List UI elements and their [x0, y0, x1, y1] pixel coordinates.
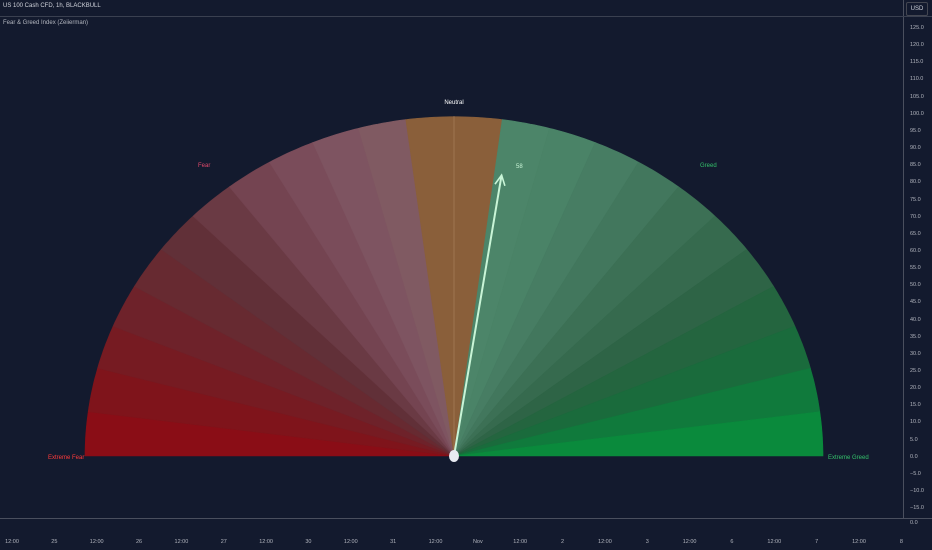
time-label: 12:00: [259, 539, 273, 545]
price-tick: 90.0: [910, 145, 921, 152]
price-tick: 95.0: [910, 127, 921, 134]
gauge-segment: [453, 161, 680, 457]
gauge-segment: [269, 142, 455, 457]
gauge-segment: [453, 127, 596, 457]
gauge-segment: [453, 325, 811, 457]
time-label: 12:00: [174, 539, 189, 545]
gauge-segment: [453, 411, 824, 457]
gauge-segment: [453, 186, 716, 457]
price-tick: 0.0: [910, 453, 918, 460]
price-tick: −10.0: [910, 488, 924, 495]
price-tick: 15.0: [910, 402, 921, 409]
price-scale-lower-tick: 0.0: [910, 520, 918, 526]
indicator-legend[interactable]: Fear & Greed Index (Zeiierman): [3, 20, 89, 26]
time-label: 12:00: [682, 539, 697, 545]
currency-button[interactable]: USD: [906, 2, 928, 16]
gauge-segment: [453, 142, 639, 457]
time-label: 31: [390, 539, 397, 545]
time-label: 6: [730, 539, 734, 545]
price-tick: 60.0: [910, 247, 921, 254]
time-label: 2: [561, 539, 565, 545]
price-tick: 20.0: [910, 385, 921, 392]
time-label: 12:00: [767, 539, 782, 545]
price-tick: 70.0: [910, 213, 921, 220]
gauge-segment: [453, 215, 748, 457]
gauge-segment: [312, 127, 455, 457]
gauge-segment: [405, 116, 455, 457]
time-axis[interactable]: 12:00 25 12:00 26 12:00 27 12:00 30 12:00 31 12:00…: [0, 519, 903, 550]
chart-pane[interactable]: [0, 0, 904, 518]
price-tick: 30.0: [910, 350, 921, 357]
price-tick: 125.0: [910, 25, 924, 31]
gauge-segment: [358, 119, 455, 457]
time-axis-divider: [0, 518, 932, 519]
price-tick: 100.0: [910, 110, 924, 117]
needle-arrowhead: [494, 173, 506, 187]
gauge-segment: [453, 367, 821, 457]
price-tick: 85.0: [910, 162, 921, 169]
label-extreme-greed: Extreme Greed: [828, 455, 869, 461]
price-tick: 80.0: [910, 179, 921, 186]
label-fear: Fear: [198, 163, 210, 169]
price-tick: 120.0: [910, 42, 924, 49]
gauge-segment: [192, 186, 455, 457]
label-greed: Greed: [700, 163, 717, 169]
price-tick: 65.0: [910, 230, 921, 237]
time-label: 25: [51, 539, 58, 545]
price-tick: 45.0: [910, 299, 921, 306]
time-label: 12:00: [513, 539, 528, 545]
gauge-pivot: [449, 450, 459, 462]
price-tick: 105.0: [910, 93, 924, 100]
price-tick: 25.0: [910, 368, 921, 374]
price-tick: 110.0: [910, 76, 924, 83]
time-label: 3: [645, 539, 649, 545]
price-scale[interactable]: 125.0 120.0 115.0 110.0 105.0 100.0 95.0 90.0 85…: [904, 0, 932, 518]
symbol-title[interactable]: US 100 Cash CFD, 1h, BLACKBULL: [3, 3, 101, 9]
gauge-value-label: 58: [516, 164, 523, 170]
time-label: 30: [305, 539, 312, 545]
price-tick: 55.0: [910, 265, 921, 272]
gauge-segment: [97, 325, 455, 457]
time-label: Nov: [472, 539, 483, 545]
needle-shaft: [453, 174, 503, 457]
gauge-segment: [133, 248, 455, 457]
time-label: 8: [899, 539, 903, 545]
time-label: 12:00: [598, 539, 612, 545]
time-label: 12:00: [343, 539, 358, 545]
price-tick: 10.0: [910, 419, 921, 426]
time-label: 7: [815, 539, 819, 545]
price-tick: 75.0: [910, 196, 921, 203]
time-label: 12:00: [428, 539, 443, 545]
gauge-segment: [112, 286, 455, 457]
price-tick: 115.0: [910, 59, 924, 66]
header-divider: [0, 16, 932, 17]
price-tick: 40.0: [910, 316, 921, 323]
fear-greed-gauge: Extreme Fear Fear Neutral Greed Extreme …: [48, 100, 869, 462]
price-tick: 50.0: [910, 282, 921, 289]
price-tick: 35.0: [910, 333, 921, 340]
price-tick: −15.0: [910, 505, 924, 512]
time-label: 12:00: [852, 539, 866, 545]
label-neutral: Neutral: [444, 100, 463, 106]
gauge-segment: [453, 286, 796, 457]
gauge-segment: [453, 119, 550, 457]
price-tick: 5.0: [910, 436, 918, 443]
gauge-segment: [87, 367, 455, 457]
gauge-needle: [453, 173, 506, 457]
time-label: 12:00: [89, 539, 104, 545]
time-label: 26: [135, 539, 143, 545]
gauge-segment: [160, 215, 455, 457]
time-label: 12:00: [5, 539, 19, 545]
gauge-segment: [453, 248, 775, 457]
label-extreme-fear: Extreme Fear: [48, 455, 84, 461]
gauge-segment: [228, 161, 455, 457]
gauge-segments: [84, 116, 824, 457]
time-label: 27: [220, 539, 227, 545]
price-tick: −5.0: [910, 470, 921, 477]
